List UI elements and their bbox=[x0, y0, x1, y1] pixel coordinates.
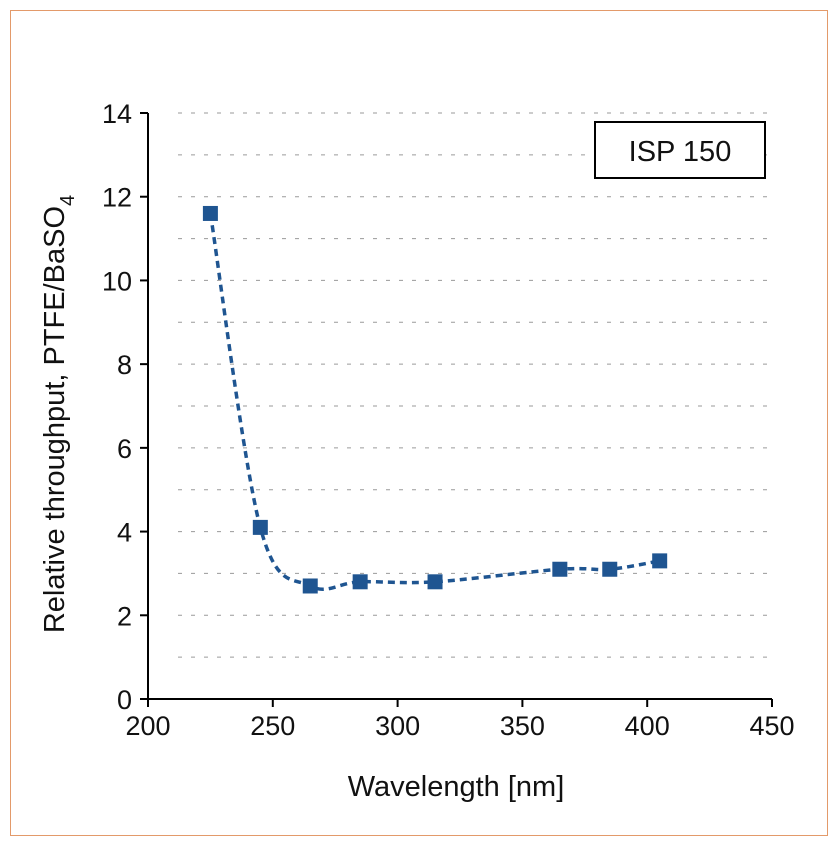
y-tick-label: 12 bbox=[102, 183, 132, 213]
y-tick-label: 10 bbox=[102, 266, 132, 296]
x-tick-label: 350 bbox=[500, 711, 545, 741]
data-point bbox=[552, 561, 568, 577]
legend-label: ISP 150 bbox=[629, 136, 732, 168]
y-tick-label: 4 bbox=[117, 518, 132, 548]
y-tick-label: 0 bbox=[117, 685, 132, 715]
x-tick-label: 300 bbox=[375, 711, 420, 741]
x-tick-label: 450 bbox=[749, 711, 794, 741]
data-point bbox=[252, 519, 268, 535]
data-point bbox=[352, 574, 368, 590]
data-point bbox=[427, 574, 443, 590]
x-tick-label: 400 bbox=[625, 711, 670, 741]
y-tick-label: 6 bbox=[117, 434, 132, 464]
tick-labels: 0 2 4 6 8 10 12 14 200 250 300 350 400 450 bbox=[102, 99, 795, 741]
x-axis-title: Wavelength [nm] bbox=[348, 771, 565, 803]
axes bbox=[140, 112, 773, 707]
series bbox=[202, 205, 668, 594]
y-axis-title-main: Relative throughput, PTFE/BaSO bbox=[39, 206, 71, 633]
series-line bbox=[208, 213, 660, 592]
x-tick-label: 250 bbox=[250, 711, 295, 741]
gridlines bbox=[178, 112, 767, 658]
data-point bbox=[652, 553, 668, 569]
data-point bbox=[202, 205, 218, 221]
data-point bbox=[302, 578, 318, 594]
legend-box bbox=[594, 121, 766, 179]
x-tick-label: 200 bbox=[125, 711, 170, 741]
y-axis-title: Relative throughput, PTFE/BaSO4 bbox=[39, 195, 79, 633]
y-tick-label: 2 bbox=[117, 601, 132, 631]
legend: ISP 150 bbox=[594, 121, 766, 179]
data-point bbox=[602, 561, 618, 577]
y-tick-label: 14 bbox=[102, 99, 132, 129]
y-tick-label: 8 bbox=[117, 350, 132, 380]
y-axis-title-subscript: 4 bbox=[57, 195, 79, 206]
